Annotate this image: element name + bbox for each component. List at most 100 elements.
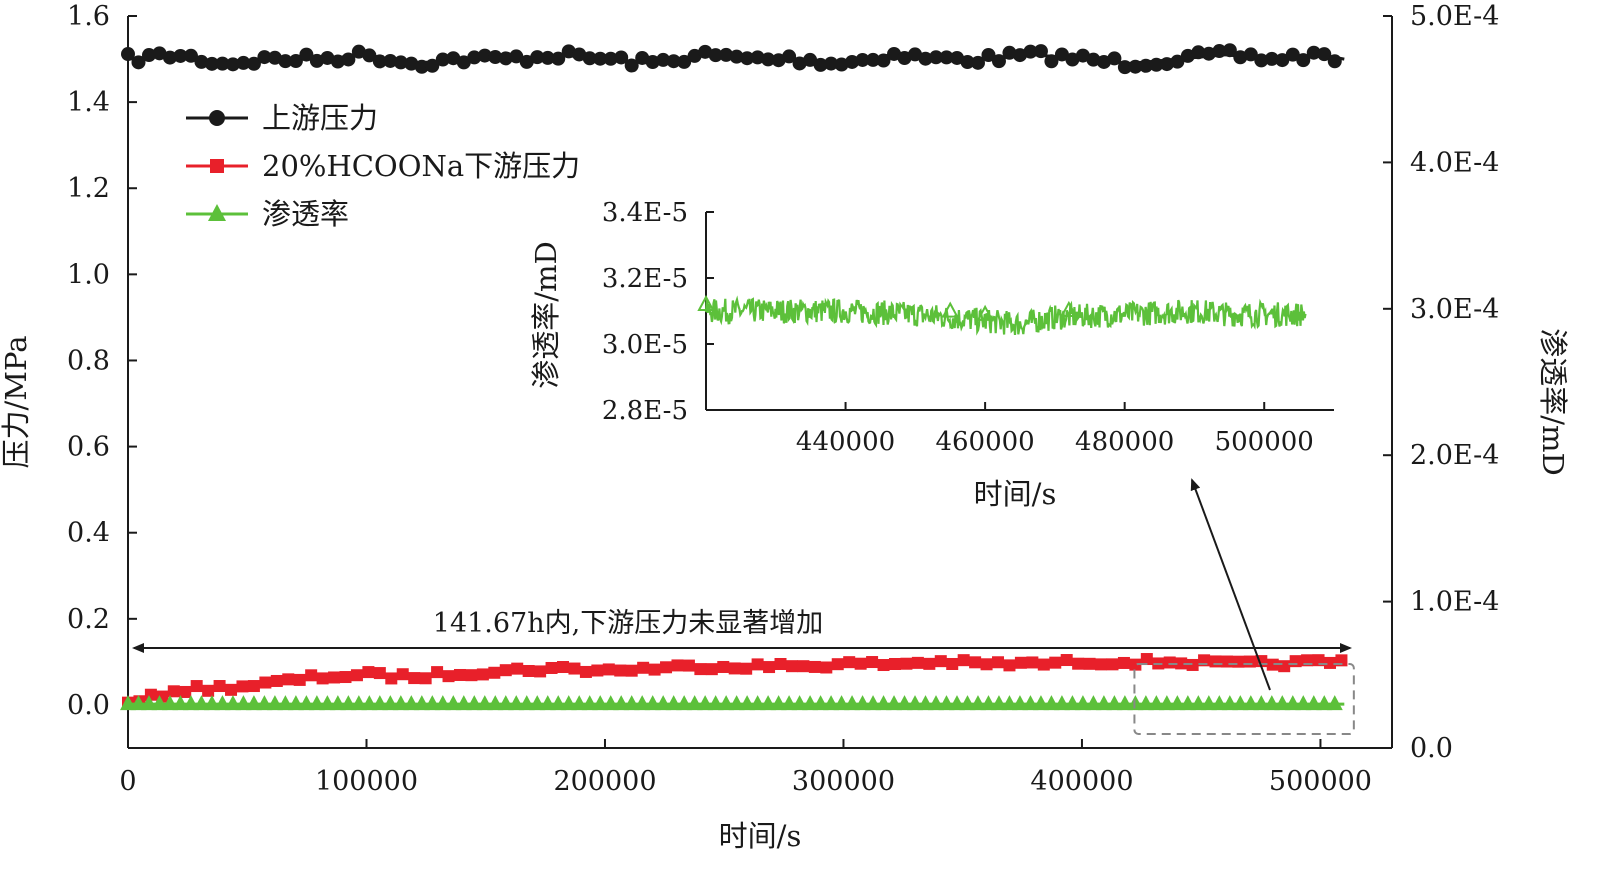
data-point-square: [282, 673, 295, 686]
data-point-circle: [813, 57, 828, 72]
data-point-square: [1026, 656, 1039, 669]
data-point-triangle: [1074, 695, 1091, 711]
data-point-triangle: [665, 695, 682, 711]
data-point-triangle: [434, 695, 451, 711]
main-tick-labels: 0.0 0.2 0.4 0.6 0.8 1.0 1.2 1.4 1.6 0.0 1.0E-4 2.0E…: [0, 1, 1570, 853]
data-point-circle: [1044, 54, 1059, 69]
data-point-square: [1278, 660, 1291, 673]
data-point-triangle: [1169, 695, 1186, 711]
data-point-circle: [1317, 47, 1332, 62]
data-point-circle: [1023, 44, 1038, 59]
data-point-circle: [509, 49, 524, 64]
data-point-circle: [687, 48, 702, 63]
data-point-triangle: [1305, 695, 1322, 711]
data-point-circle: [121, 47, 135, 62]
data-point-circle: [1117, 60, 1132, 75]
data-point-triangle: [235, 695, 252, 711]
data-point-square: [373, 667, 386, 680]
zoom-region-box: [1133, 663, 1355, 735]
data-point-square: [293, 673, 306, 686]
data-point-circle: [152, 46, 167, 61]
data-point-square: [1095, 658, 1108, 671]
data-point-circle: [1296, 53, 1311, 68]
y-tick-label-left: 1.0: [67, 259, 110, 290]
data-point-triangle: [350, 695, 367, 711]
data-point-square: [1049, 656, 1062, 669]
data-point-square: [442, 670, 455, 683]
legend-label: 20%HCOONa下游压力: [262, 149, 580, 183]
data-point-square: [522, 664, 535, 677]
data-point-triangle: [1095, 695, 1112, 711]
data-point-triangle: [791, 695, 808, 711]
data-point-circle: [131, 55, 146, 70]
y-tick-label-right: 5.0E-4: [1410, 1, 1499, 32]
data-point-circle: [582, 51, 597, 66]
data-point-square: [888, 657, 901, 670]
data-point-triangle: [277, 695, 294, 711]
data-point-circle: [1212, 44, 1227, 59]
x-tick-label: 100000: [315, 766, 418, 797]
data-point-circle: [624, 58, 639, 73]
data-point-square: [911, 656, 924, 669]
data-point-triangle: [655, 695, 672, 711]
data-point-triangle: [707, 695, 724, 711]
data-point-circle: [1002, 45, 1017, 60]
data-point-triangle: [969, 695, 986, 711]
data-point-square: [225, 683, 238, 696]
data-point-triangle: [413, 695, 430, 711]
data-point-circle: [225, 57, 240, 72]
data-point-square: [980, 658, 993, 671]
data-point-square: [499, 664, 512, 677]
data-point-circle: [1285, 47, 1300, 62]
data-point-circle: [393, 55, 408, 70]
data-point-circle: [456, 55, 471, 70]
data-point-triangle: [896, 695, 913, 711]
series-triangle: [120, 695, 1345, 711]
data-point-square: [717, 660, 730, 673]
data-point-triangle: [1116, 695, 1133, 711]
data-point-triangle: [151, 695, 168, 711]
inset-x-tick-label: 460000: [935, 427, 1034, 457]
data-point-square: [957, 654, 970, 667]
data-point-square: [1209, 655, 1222, 668]
x-tick-label: 500000: [1269, 766, 1372, 797]
data-point-triangle: [403, 695, 420, 711]
data-point-triangle: [602, 695, 619, 711]
data-point-triangle: [319, 695, 336, 711]
data-point-circle: [1065, 52, 1080, 67]
data-point-triangle: [1064, 695, 1081, 711]
data-point-circle: [330, 54, 345, 69]
data-point-circle: [782, 49, 797, 64]
data-point-triangle: [1221, 695, 1238, 711]
data-point-circle: [341, 52, 356, 67]
data-point-square: [579, 665, 592, 678]
data-point-square: [488, 666, 501, 679]
data-point-circle: [824, 56, 839, 71]
data-point-circle: [1254, 53, 1269, 68]
data-point-circle: [183, 48, 198, 63]
y-tick-label-right: 3.0E-4: [1410, 294, 1499, 325]
data-point-square: [396, 668, 409, 681]
data-point-triangle: [140, 695, 157, 711]
data-point-square: [1266, 658, 1279, 671]
data-point-circle: [1138, 58, 1153, 73]
data-point-circle: [1159, 57, 1174, 72]
data-point-circle: [1201, 46, 1216, 61]
data-point-triangle: [760, 695, 777, 711]
data-point-circle: [834, 57, 849, 72]
data-point-triangle: [770, 695, 787, 711]
data-point-circle: [540, 50, 555, 65]
data-point-circle: [1243, 47, 1258, 62]
data-point-circle: [404, 56, 419, 71]
data-point-triangle: [623, 695, 640, 711]
data-point-triangle: [938, 695, 955, 711]
data-point-triangle: [1011, 695, 1028, 711]
data-point-circle: [194, 54, 209, 69]
data-point-square: [1232, 655, 1245, 668]
data-point-triangle: [256, 695, 273, 711]
data-point-square: [316, 672, 329, 685]
data-point-square: [614, 664, 627, 677]
data-point-circle: [141, 48, 156, 63]
